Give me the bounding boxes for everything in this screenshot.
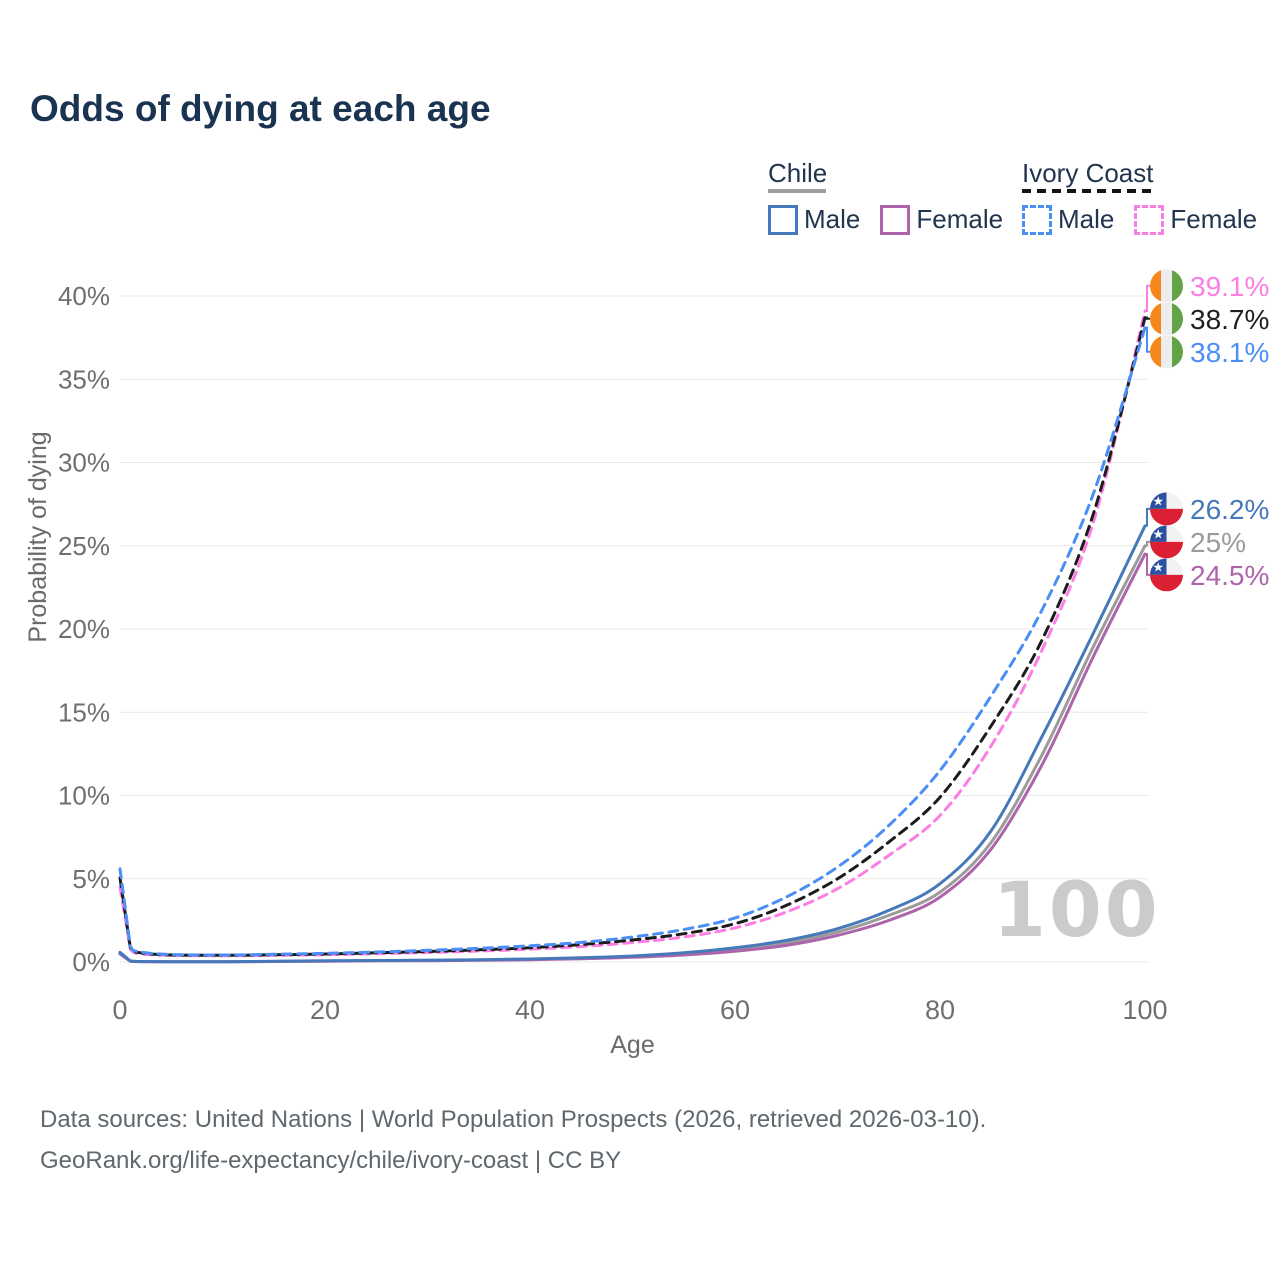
star-icon: ★ — [1152, 527, 1164, 542]
series-line-chile-female[interactable] — [118, 552, 1147, 964]
page-title: Odds of dying at each age — [30, 88, 491, 129]
x-tick-label: 100 — [1122, 995, 1167, 1025]
x-tick-label: 80 — [925, 995, 955, 1025]
series-line-chile-male[interactable] — [118, 524, 1147, 964]
x-tick-label: 40 — [515, 995, 545, 1025]
end-label-connector — [1145, 284, 1150, 312]
end-label-ivory-coast-both-sexes: 38.7% — [1190, 304, 1269, 335]
legend-item-ivory-coast-male[interactable]: Male — [1022, 204, 1114, 235]
end-label-connector — [1145, 540, 1150, 547]
legend-group-chile: Chile Male Female — [768, 160, 1003, 235]
series-line-ivory-coast-both-sexes[interactable] — [118, 316, 1147, 957]
end-label-connector — [1145, 507, 1150, 527]
ivory-coast-flag-icon — [1150, 302, 1183, 336]
end-label-chile-male: 26.2% — [1190, 494, 1269, 525]
ivory-coast-female-swatch-icon — [1134, 204, 1165, 235]
legend-item-chile-male[interactable]: Male — [768, 204, 860, 235]
end-label-connector — [1145, 326, 1150, 353]
series-line-ivory-coast-male[interactable] — [118, 326, 1147, 957]
legend-country-ivory-coast: Ivory Coast — [1022, 158, 1154, 188]
x-tick-label: 20 — [310, 995, 340, 1025]
legend-label-chile-male: Male — [804, 204, 861, 234]
hover-age-indicator: 100 — [993, 865, 1161, 954]
end-label-chile-both-sexes: 25% — [1190, 527, 1246, 558]
y-tick-label: 30% — [58, 448, 110, 478]
chile-flag-icon: ★ — [1150, 492, 1183, 526]
chile-flag-icon: ★ — [1150, 525, 1183, 559]
legend-label-ivory-coast-male: Male — [1058, 204, 1115, 234]
x-tick-label: 0 — [112, 995, 127, 1025]
y-tick-label: 15% — [58, 697, 110, 727]
attribution-text: GeoRank.org/life-expectancy/chile/ivory-… — [40, 1147, 622, 1174]
y-tick-label: 0% — [72, 947, 110, 977]
ivory-coast-dashed-line-swatch — [1022, 189, 1152, 193]
star-icon: ★ — [1152, 560, 1164, 575]
chile-female-swatch-icon — [880, 204, 911, 235]
legend-country-chile: Chile — [768, 158, 828, 188]
end-label-connector — [1145, 316, 1150, 320]
y-tick-label: 40% — [58, 281, 110, 311]
chile-flag-icon: ★ — [1150, 558, 1183, 592]
x-axis-title: Age — [610, 1031, 654, 1059]
y-tick-label: 25% — [58, 531, 110, 561]
ivory-coast-male-swatch-icon — [1022, 204, 1052, 235]
legend-group-ivory-coast: Ivory Coast Male Female — [1022, 160, 1257, 235]
end-label-chile-female: 24.5% — [1190, 560, 1269, 591]
legend-label-chile-female: Female — [916, 204, 1004, 234]
end-label-connector — [1145, 553, 1150, 576]
y-tick-label: 5% — [72, 864, 110, 894]
end-label-ivory-coast-male: 38.1% — [1190, 337, 1269, 368]
series-line-chile-both-sexes[interactable] — [118, 544, 1147, 964]
data-sources-text: Data sources: United Nations | World Pop… — [40, 1106, 987, 1133]
legend-item-ivory-coast-female[interactable]: Female — [1134, 204, 1257, 235]
y-tick-label: 10% — [58, 781, 110, 811]
end-label-ivory-coast-female: 39.1% — [1190, 271, 1269, 302]
legend-label-ivory-coast-female: Female — [1170, 204, 1258, 234]
legend-item-chile-female[interactable]: Female — [880, 204, 1003, 235]
y-axis-title: Probability of dying — [24, 431, 52, 642]
ivory-coast-flag-icon — [1150, 335, 1183, 369]
chile-male-swatch-icon — [768, 204, 798, 235]
y-tick-label: 35% — [58, 364, 110, 394]
ivory-coast-flag-icon — [1150, 269, 1183, 303]
star-icon: ★ — [1152, 494, 1164, 509]
chile-solid-line-swatch — [768, 189, 826, 193]
series-line-ivory-coast-female[interactable] — [118, 309, 1147, 958]
x-tick-label: 60 — [720, 995, 750, 1025]
y-tick-label: 20% — [58, 614, 110, 644]
